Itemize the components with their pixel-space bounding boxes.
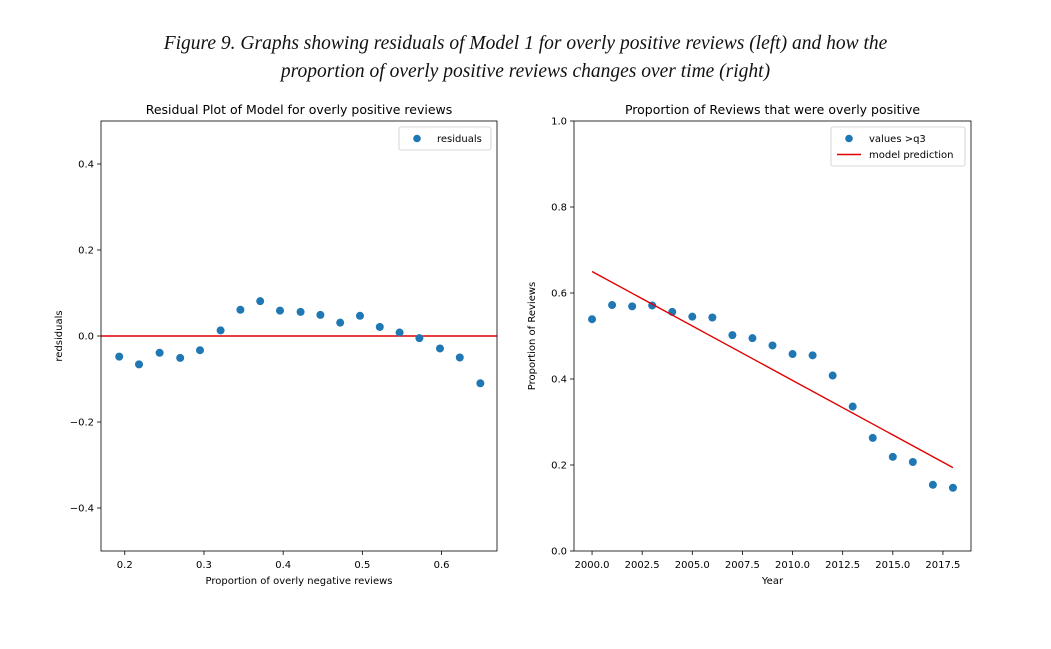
data-point [948, 483, 957, 492]
residual-plot: Residual Plot of Model for overly positi… [54, 102, 498, 587]
plot-frame [100, 120, 498, 552]
chart-title: Proportion of Reviews that were overly p… [625, 102, 920, 117]
caption-line-2: proportion of overly positive reviews ch… [280, 61, 771, 82]
y-tick-label: −0.2 [70, 418, 94, 429]
data-point [768, 341, 777, 350]
data-point [196, 346, 204, 355]
data-point [455, 353, 464, 362]
data-point [628, 302, 637, 311]
data-point [176, 353, 185, 362]
data-point [888, 452, 897, 461]
data-point [848, 402, 857, 411]
y-tick-label: 0.0 [551, 547, 567, 558]
y-tick-label: 0.0 [78, 332, 94, 343]
data-point [135, 360, 144, 369]
x-tick-label: 2005.0 [675, 560, 710, 571]
legend-marker [413, 134, 421, 143]
y-tick-label: 1.0 [551, 117, 567, 128]
plot-frame [573, 120, 972, 552]
data-point [115, 352, 124, 361]
proportion-plot: Proportion of Reviews that were overly p… [527, 102, 972, 587]
x-tick-label: 0.4 [275, 560, 291, 571]
data-point [275, 306, 284, 315]
x-tick-label: 2002.5 [625, 560, 660, 571]
x-tick-label: 2017.5 [925, 560, 960, 571]
legend-label: model prediction [869, 150, 954, 161]
figure-caption: Figure 9. Graphs showing residuals of Mo… [0, 30, 1051, 86]
data-point [588, 315, 597, 324]
y-tick-label: 0.6 [551, 289, 567, 300]
legend: residuals [398, 126, 492, 151]
data-point [788, 350, 797, 359]
y-axis-label: Proportion of Reviews [527, 282, 538, 390]
data-point [808, 351, 817, 360]
data-point [155, 348, 164, 357]
y-tick-label: 0.2 [551, 461, 567, 472]
data-point [828, 371, 837, 380]
data-point [728, 331, 737, 340]
data-point [216, 326, 225, 335]
chart-title: Residual Plot of Model for overly positi… [146, 102, 453, 117]
data-point [688, 312, 697, 321]
data-point [375, 322, 384, 331]
x-tick-label: 0.6 [434, 560, 450, 571]
x-tick-label: 0.2 [117, 560, 133, 571]
data-point [908, 457, 917, 466]
x-tick-label: 0.5 [354, 560, 370, 571]
legend-box [398, 126, 492, 151]
data-point [415, 334, 424, 343]
data-point [608, 301, 617, 310]
y-axis-label: redsiduals [54, 310, 65, 361]
legend-marker [845, 134, 853, 143]
x-tick-label: 0.3 [196, 560, 212, 571]
y-tick-label: 0.4 [551, 375, 567, 386]
y-tick-label: 0.8 [551, 203, 567, 214]
legend-box [830, 126, 966, 167]
data-point [355, 311, 364, 320]
data-point [395, 328, 404, 337]
data-point [316, 310, 325, 319]
data-point [708, 313, 717, 322]
y-tick-label: −0.4 [70, 504, 94, 515]
x-axis-label: Year [761, 576, 784, 587]
data-point [748, 334, 757, 343]
legend: values >q3 model prediction [830, 126, 966, 167]
data-point [928, 480, 937, 489]
data-point [236, 305, 245, 314]
data-point [868, 433, 877, 442]
x-tick-label: 2000.0 [575, 560, 610, 571]
y-tick-label: 0.4 [78, 160, 94, 171]
data-point [296, 307, 305, 316]
y-tick-label: 0.2 [78, 246, 94, 257]
x-tick-label: 2010.0 [775, 560, 810, 571]
data-point [336, 318, 345, 327]
data-point [435, 344, 444, 353]
x-tick-label: 2007.5 [725, 560, 760, 571]
x-tick-label: 2015.0 [875, 560, 910, 571]
x-tick-label: 2012.5 [825, 560, 860, 571]
legend-label: residuals [437, 134, 482, 145]
data-point [256, 297, 265, 306]
data-point [476, 379, 485, 388]
x-axis-label: Proportion of overly negative reviews [206, 576, 393, 587]
model-prediction-line [591, 270, 954, 469]
legend-label: values >q3 [869, 134, 926, 145]
caption-line-1: Figure 9. Graphs showing residuals of Mo… [163, 33, 888, 54]
